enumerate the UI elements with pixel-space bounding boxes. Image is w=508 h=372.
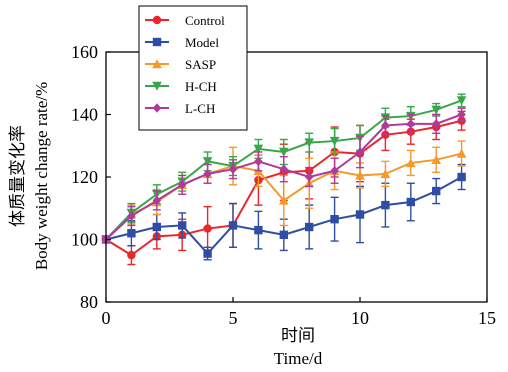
data-point: [457, 172, 466, 182]
legend-label: L-CH: [185, 101, 215, 116]
y-axis-label: Body weight change rate/%: [32, 82, 51, 270]
data-point: [203, 169, 212, 179]
x-tick-label: 5: [229, 308, 238, 328]
data-point: [330, 214, 339, 224]
y-tick-label: 140: [71, 105, 98, 125]
data-point: [355, 210, 365, 219]
y-tick-label: 80: [80, 292, 98, 312]
data-point: [305, 222, 314, 232]
axes: 0 5 10 15 80 100 120 140 160: [71, 42, 496, 328]
legend-item-l-ch: L-CH: [145, 101, 215, 116]
data-point: [406, 158, 416, 168]
data-point: [381, 120, 390, 131]
legend-swatch-marker: [152, 103, 162, 113]
data-point: [228, 164, 238, 174]
legend-swatch-marker: [152, 59, 162, 69]
data-point: [228, 221, 238, 230]
data-point: [178, 180, 187, 190]
data-point: [253, 144, 264, 154]
data-point: [330, 165, 339, 176]
data-point: [127, 250, 136, 260]
data-point: [279, 195, 289, 205]
data-point: [431, 155, 441, 165]
data-point: [432, 119, 441, 129]
y-tick-label: 160: [71, 42, 98, 62]
series-layer: [101, 93, 467, 266]
legend-item-h-ch: H-CH: [145, 79, 217, 94]
data-point: [202, 157, 213, 167]
data-point: [279, 164, 288, 174]
data-point: [380, 169, 391, 179]
data-point: [305, 172, 314, 182]
legend-swatch-marker: [152, 15, 162, 25]
data-point: [203, 249, 212, 258]
data-point: [254, 225, 263, 235]
legend: Control Model SASP H-CH L-CH: [138, 5, 248, 131]
legend-item-control: Control: [145, 13, 225, 28]
x-axis-label-cn: 时间: [281, 326, 315, 346]
y-axis-label-cn: 体质量变化率: [8, 125, 28, 227]
data-point: [254, 156, 263, 167]
x-tick-label: 10: [351, 308, 369, 328]
y-tick-label: 100: [71, 230, 98, 250]
data-point: [152, 195, 161, 206]
legend-label: H-CH: [185, 79, 217, 94]
legend-label: SASP: [185, 57, 216, 72]
legend-label: Control: [185, 13, 225, 28]
data-point: [456, 148, 467, 158]
x-tick-label: 0: [102, 308, 111, 328]
data-point: [279, 147, 289, 157]
legend-label: Model: [185, 35, 219, 50]
data-point: [127, 229, 136, 238]
data-point: [431, 105, 441, 115]
y-tick-label: 120: [71, 167, 98, 187]
data-point: [127, 211, 136, 221]
legend-item-sasp: SASP: [145, 57, 216, 72]
legend-item-model: Model: [145, 35, 219, 50]
data-point: [178, 221, 187, 230]
data-point: [406, 119, 415, 129]
x-tick-label: 15: [478, 308, 496, 328]
data-point: [432, 186, 441, 196]
data-point: [329, 136, 340, 146]
data-point: [456, 96, 467, 106]
series-l-ch: [101, 107, 466, 245]
data-point: [457, 109, 466, 120]
legend-swatch-marker: [152, 81, 162, 91]
data-point: [152, 222, 161, 232]
data-point: [304, 138, 314, 148]
data-point: [406, 197, 415, 207]
data-point: [355, 147, 365, 157]
data-point: [355, 170, 365, 180]
data-point: [279, 230, 288, 240]
x-axis-label: Time/d: [274, 349, 323, 368]
legend-swatch-marker: [152, 37, 162, 47]
data-point: [381, 200, 390, 210]
data-point: [203, 224, 212, 233]
